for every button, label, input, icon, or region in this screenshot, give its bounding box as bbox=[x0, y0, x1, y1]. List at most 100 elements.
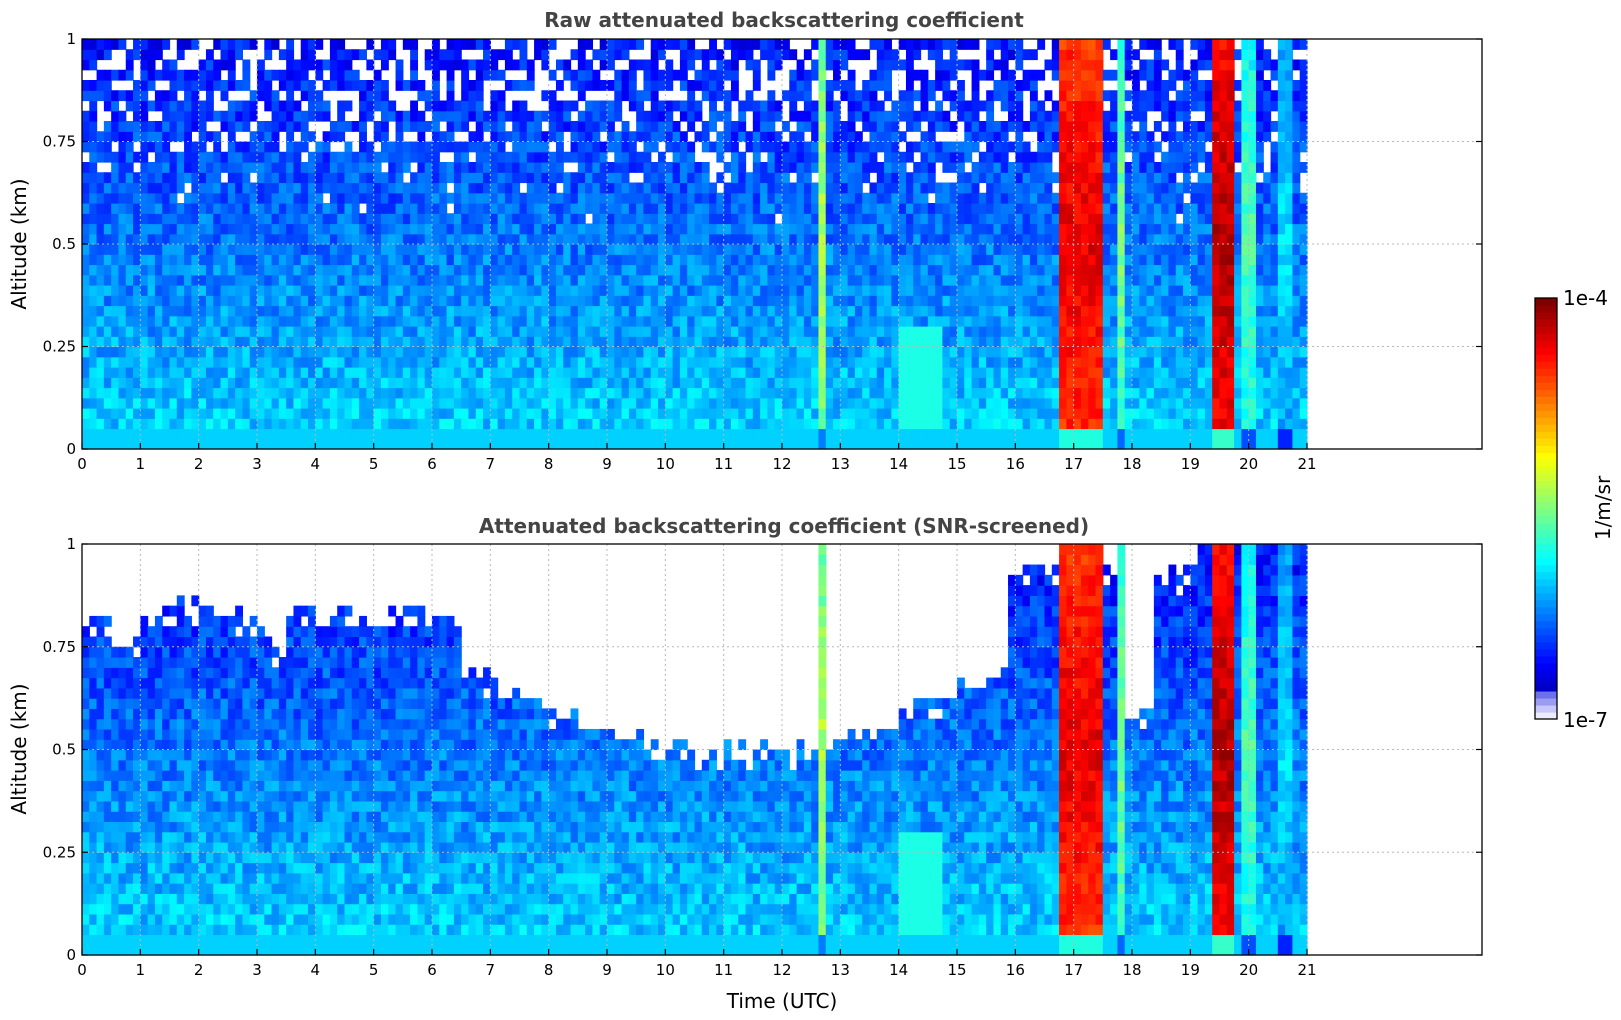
heatmap-cell bbox=[490, 121, 499, 132]
heatmap-cell bbox=[184, 346, 192, 358]
heatmap-cell bbox=[373, 192, 382, 204]
heatmap-cell bbox=[351, 203, 360, 214]
heatmap-cell bbox=[89, 346, 98, 358]
heatmap-cell bbox=[366, 203, 375, 214]
heatmap-cell bbox=[964, 408, 973, 419]
heatmap-cell bbox=[82, 244, 90, 255]
heatmap-cell bbox=[402, 418, 411, 430]
heatmap-cell bbox=[978, 346, 987, 358]
heatmap-cell bbox=[1022, 315, 1031, 327]
heatmap-cell bbox=[679, 264, 688, 276]
heatmap-cell bbox=[701, 121, 710, 132]
heatmap-cell bbox=[760, 39, 769, 50]
heatmap-cell bbox=[118, 418, 127, 430]
heatmap-cell bbox=[380, 131, 389, 143]
heatmap-cell bbox=[220, 346, 229, 358]
heatmap-cell bbox=[884, 387, 892, 399]
heatmap-cell bbox=[308, 315, 316, 327]
heatmap-cell bbox=[949, 192, 958, 204]
heatmap-cell bbox=[884, 182, 892, 194]
heatmap-cell bbox=[424, 367, 433, 378]
heatmap-cell bbox=[555, 397, 564, 409]
heatmap-cell bbox=[184, 274, 192, 286]
heatmap-cell bbox=[730, 223, 739, 235]
heatmap-cell bbox=[803, 233, 812, 245]
heatmap-cell bbox=[446, 274, 455, 286]
heatmap-cell bbox=[782, 172, 790, 184]
heatmap-cell bbox=[446, 367, 455, 378]
heatmap-cell bbox=[548, 213, 557, 225]
heatmap-cell bbox=[526, 295, 535, 307]
heatmap-cell bbox=[986, 326, 995, 337]
heatmap-cell bbox=[344, 387, 353, 399]
heatmap-cell bbox=[373, 305, 382, 317]
heatmap-cell bbox=[534, 244, 542, 255]
heatmap-cell bbox=[147, 397, 156, 409]
heatmap-cell bbox=[154, 233, 163, 245]
heatmap-cell bbox=[257, 223, 265, 235]
heatmap-cell bbox=[1029, 80, 1038, 91]
heatmap-cell bbox=[935, 397, 944, 409]
heatmap-cell bbox=[497, 223, 506, 235]
heatmap-cell bbox=[643, 90, 652, 102]
heatmap-cell bbox=[803, 100, 812, 112]
heatmap-cell bbox=[927, 264, 936, 276]
heatmap-cell bbox=[439, 182, 448, 194]
heatmap-cell bbox=[563, 315, 572, 327]
heatmap-cell bbox=[286, 387, 295, 399]
heatmap-cell bbox=[329, 315, 338, 327]
heatmap-cell bbox=[949, 233, 958, 245]
heatmap-cell bbox=[585, 69, 594, 81]
heatmap-cell bbox=[752, 428, 761, 440]
heatmap-cell bbox=[96, 90, 105, 102]
heatmap-cell bbox=[111, 356, 120, 368]
heatmap-cell bbox=[249, 182, 258, 194]
heatmap-cell bbox=[942, 428, 951, 440]
heatmap-cell bbox=[789, 397, 798, 409]
heatmap-cell bbox=[876, 39, 885, 50]
heatmap-cell bbox=[563, 213, 572, 225]
heatmap-cell bbox=[300, 346, 309, 358]
heatmap-cell bbox=[490, 315, 499, 327]
heatmap-cell bbox=[432, 274, 440, 286]
heatmap-cell bbox=[220, 305, 229, 317]
heatmap-cell bbox=[271, 418, 280, 430]
heatmap-cell bbox=[541, 254, 550, 266]
heatmap-cell bbox=[424, 151, 433, 163]
heatmap-cell bbox=[497, 377, 506, 389]
heatmap-cell bbox=[884, 264, 892, 276]
heatmap-cell bbox=[854, 377, 863, 389]
heatmap-cell bbox=[242, 305, 251, 317]
heatmap-cell bbox=[752, 315, 761, 327]
heatmap-cell bbox=[840, 346, 849, 358]
heatmap-cell bbox=[242, 213, 251, 225]
heatmap-cell bbox=[957, 141, 965, 153]
heatmap-cell bbox=[643, 387, 652, 399]
heatmap-cell bbox=[796, 356, 805, 368]
heatmap-cell bbox=[767, 418, 776, 430]
heatmap-cell bbox=[782, 39, 790, 50]
heatmap-cell bbox=[1022, 254, 1031, 266]
heatmap-cell bbox=[811, 438, 820, 450]
heatmap-cell bbox=[373, 367, 382, 378]
heatmap-cell bbox=[169, 244, 178, 255]
heatmap-cell bbox=[191, 264, 200, 276]
heatmap-cell bbox=[89, 274, 98, 286]
heatmap-cell bbox=[986, 397, 995, 409]
heatmap-cell bbox=[242, 69, 251, 81]
heatmap-cell bbox=[949, 39, 958, 50]
heatmap-cell bbox=[971, 377, 980, 389]
heatmap-cell bbox=[825, 305, 834, 317]
heatmap-cell bbox=[344, 69, 353, 81]
heatmap-cell bbox=[949, 326, 958, 337]
heatmap-cell bbox=[898, 367, 907, 378]
heatmap-cell bbox=[935, 223, 944, 235]
heatmap-cell bbox=[213, 377, 222, 389]
heatmap-cell bbox=[694, 49, 703, 61]
heatmap-cell bbox=[432, 438, 440, 450]
heatmap-cell bbox=[154, 100, 163, 112]
heatmap-cell bbox=[1037, 438, 1046, 450]
heatmap-cell bbox=[585, 438, 594, 450]
heatmap-cell bbox=[366, 408, 375, 419]
heatmap-cell bbox=[898, 254, 907, 266]
